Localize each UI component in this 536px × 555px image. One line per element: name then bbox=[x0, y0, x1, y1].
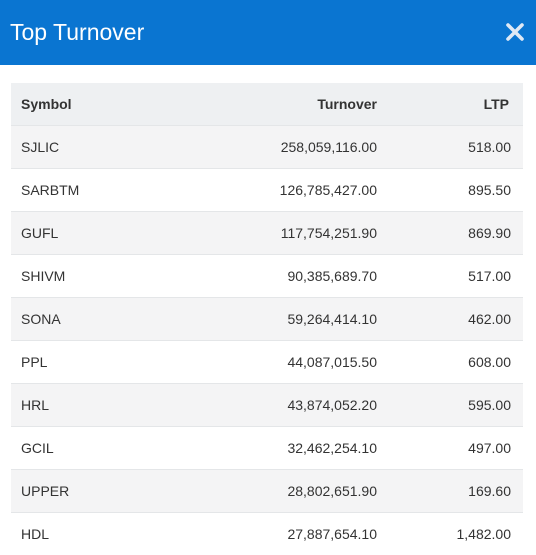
cell-ltp: 518.00 bbox=[468, 138, 511, 155]
table-row[interactable]: SARBTM 126,785,427.00 895.50 bbox=[11, 168, 523, 211]
cell-ltp: 169.60 bbox=[468, 482, 511, 499]
table-row[interactable]: GCIL 32,462,254.10 497.00 bbox=[11, 426, 523, 469]
cell-symbol: SJLIC bbox=[21, 138, 60, 155]
cell-turnover: 27,887,654.10 bbox=[287, 525, 377, 542]
cell-turnover: 126,785,427.00 bbox=[279, 181, 377, 198]
cell-symbol: SONA bbox=[21, 310, 61, 327]
dialog-title: Top Turnover bbox=[10, 19, 145, 45]
cell-turnover: 117,754,251.90 bbox=[280, 224, 377, 241]
cell-turnover: 90,385,689.70 bbox=[287, 267, 377, 284]
table-row[interactable]: HDL 27,887,654.10 1,482.00 bbox=[11, 512, 523, 555]
column-header-turnover[interactable]: Turnover bbox=[317, 95, 377, 112]
cell-symbol: UPPER bbox=[21, 482, 70, 499]
table-row[interactable]: GUFL 117,754,251.90 869.90 bbox=[11, 211, 523, 254]
cell-ltp: 1,482.00 bbox=[456, 525, 512, 542]
cell-symbol: HDL bbox=[21, 525, 50, 542]
table-row[interactable]: HRL 43,874,052.20 595.00 bbox=[11, 383, 523, 426]
table-row[interactable]: PPL 44,087,015.50 608.00 bbox=[11, 340, 523, 383]
cell-ltp: 517.00 bbox=[468, 267, 511, 284]
cell-turnover: 28,802,651.90 bbox=[287, 482, 377, 499]
turnover-table: Symbol Turnover LTP SJLIC 258,059,116.00… bbox=[11, 83, 523, 555]
cell-turnover: 44,087,015.50 bbox=[287, 353, 377, 370]
cell-symbol: HRL bbox=[21, 396, 50, 413]
cell-symbol: GCIL bbox=[21, 439, 54, 456]
cell-ltp: 895.50 bbox=[468, 181, 511, 198]
cell-ltp: 462.00 bbox=[468, 310, 511, 327]
cell-ltp: 608.00 bbox=[468, 353, 511, 370]
cell-turnover: 32,462,254.10 bbox=[287, 439, 377, 456]
cell-turnover: 59,264,414.10 bbox=[287, 310, 377, 327]
table-row[interactable]: SJLIC 258,059,116.00 518.00 bbox=[11, 125, 523, 168]
cell-ltp: 595.00 bbox=[468, 396, 511, 413]
dialog-header: Top Turnover bbox=[0, 0, 536, 65]
close-button[interactable] bbox=[505, 20, 525, 44]
cell-ltp: 497.00 bbox=[468, 439, 511, 456]
cell-symbol: SARBTM bbox=[21, 181, 80, 198]
close-icon bbox=[505, 20, 525, 44]
cell-turnover: 258,059,116.00 bbox=[280, 138, 377, 155]
table-header-row: Symbol Turnover LTP bbox=[11, 83, 523, 125]
cell-ltp: 869.90 bbox=[468, 224, 511, 241]
table-row[interactable]: SONA 59,264,414.10 462.00 bbox=[11, 297, 523, 340]
table-row[interactable]: SHIVM 90,385,689.70 517.00 bbox=[11, 254, 523, 297]
table-row[interactable]: UPPER 28,802,651.90 169.60 bbox=[11, 469, 523, 512]
column-header-ltp[interactable]: LTP bbox=[483, 95, 509, 112]
cell-symbol: SHIVM bbox=[21, 267, 66, 284]
column-header-symbol[interactable]: Symbol bbox=[21, 95, 72, 112]
cell-symbol: PPL bbox=[21, 353, 48, 370]
cell-symbol: GUFL bbox=[21, 224, 59, 241]
cell-turnover: 43,874,052.20 bbox=[287, 396, 377, 413]
